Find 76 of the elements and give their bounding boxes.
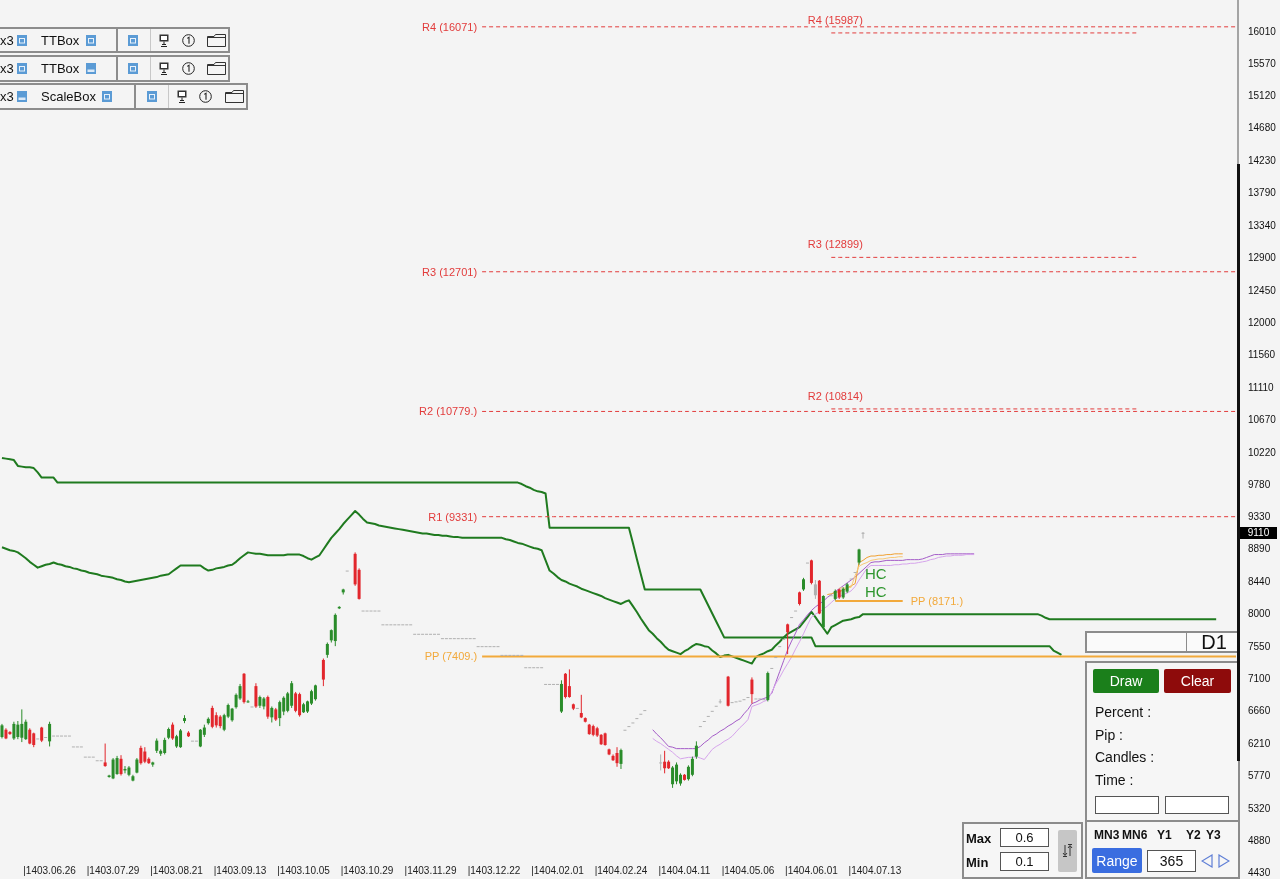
x-tick-label: |1403.06.26 [23, 865, 77, 876]
y-tick-label: 16010 [1248, 25, 1277, 37]
series-label: R2 (10779.) [419, 405, 478, 418]
y-tick-label: 8890 [1248, 543, 1271, 555]
y-tick-label: 7550 [1248, 640, 1271, 652]
y-tick-label: 15120 [1248, 90, 1277, 102]
annotation: 9110 [1247, 527, 1270, 539]
annotation: Min [966, 854, 989, 870]
series-label: R3 (12899) [807, 238, 863, 251]
y-tick-label: 9330 [1248, 511, 1271, 523]
annotation: TTBox [41, 61, 80, 76]
annotation: Draw [1109, 673, 1143, 689]
annotation: MN6 [1122, 828, 1148, 842]
y-tick-label: 7100 [1248, 673, 1271, 685]
annotation: Y3 [1206, 828, 1221, 842]
annotation: HC [865, 564, 887, 582]
annotation: TTBox [41, 32, 80, 48]
y-tick-label: 13790 [1248, 187, 1277, 199]
annotation: D1 [1201, 630, 1227, 654]
annotation: ScaleBox [41, 89, 96, 104]
annotation: 0.1 [1015, 854, 1034, 869]
y-tick-label: 8000 [1248, 607, 1271, 619]
x-tick-label: |1403.08.21 [150, 865, 204, 876]
x-tick-label: |1404.06.01 [785, 865, 839, 876]
y-tick-label: 12450 [1248, 284, 1277, 296]
annotation: 365 [1159, 853, 1184, 869]
series-label: R4 (15987) [807, 13, 863, 26]
annotation: Pip : [1095, 727, 1124, 743]
y-tick-label: 13340 [1248, 219, 1277, 231]
x-tick-label: |1403.10.05 [277, 865, 331, 876]
y-tick-label: 4880 [1248, 834, 1271, 846]
y-tick-label: 10220 [1248, 446, 1277, 458]
y-tick-label: 14230 [1248, 155, 1277, 167]
x-tick-label: |1403.10.29 [340, 865, 394, 876]
y-tick-label: 8440 [1248, 576, 1271, 588]
series-label: R2 (10814) [807, 389, 863, 402]
y-tick-label: 6660 [1248, 705, 1271, 717]
y-tick-label: 15570 [1248, 57, 1277, 69]
x-tick-label: |1403.11.29 [404, 865, 457, 876]
annotation: Candles : [1095, 749, 1155, 765]
annotation: Percent : [1095, 704, 1152, 720]
x-tick-label: |1403.12.22 [467, 865, 521, 876]
x-tick-label: |1404.05.06 [721, 865, 775, 876]
annotation: HC [865, 582, 887, 600]
y-tick-label: 5320 [1248, 802, 1271, 814]
y-tick-label: 4430 [1248, 867, 1271, 879]
x-tick-label: |1404.07.13 [848, 865, 902, 876]
x-tick-label: |1404.04.11 [658, 865, 711, 876]
x-tick-label: |1403.07.29 [86, 865, 140, 876]
series-label: PP (7409.) [424, 650, 478, 663]
y-tick-label: 9780 [1248, 478, 1271, 490]
annotation: Clear [1180, 673, 1215, 689]
annotation: x3 [0, 61, 14, 76]
y-tick-label: 5770 [1248, 770, 1271, 782]
annotation: Y1 [1157, 828, 1172, 842]
annotation: x3 [0, 89, 14, 104]
annotation: MN3 [1094, 828, 1120, 842]
y-tick-label: 11560 [1248, 349, 1276, 361]
series-label: R1 (9331) [428, 510, 478, 523]
annotation: Max [966, 830, 992, 846]
annotation: Time : [1095, 772, 1134, 788]
annotation: 0.6 [1015, 830, 1034, 845]
series-label: R4 (16071) [422, 20, 478, 33]
y-tick-label: 12000 [1248, 317, 1277, 329]
y-tick-label: 6210 [1248, 738, 1271, 750]
y-tick-label: 12900 [1248, 251, 1277, 263]
series-label: PP (8171.) [910, 595, 964, 607]
annotation: x3 [0, 32, 14, 48]
x-tick-label: |1404.02.24 [594, 865, 648, 876]
y-tick-label: 11110 [1248, 381, 1275, 393]
x-tick-label: |1404.02.01 [531, 865, 585, 876]
y-tick-label: 10670 [1248, 413, 1277, 425]
series-label: R3 (12701) [422, 265, 478, 278]
y-tick-label: 14680 [1248, 122, 1277, 134]
annotation: Y2 [1186, 828, 1201, 842]
x-tick-label: |1403.09.13 [213, 865, 267, 876]
